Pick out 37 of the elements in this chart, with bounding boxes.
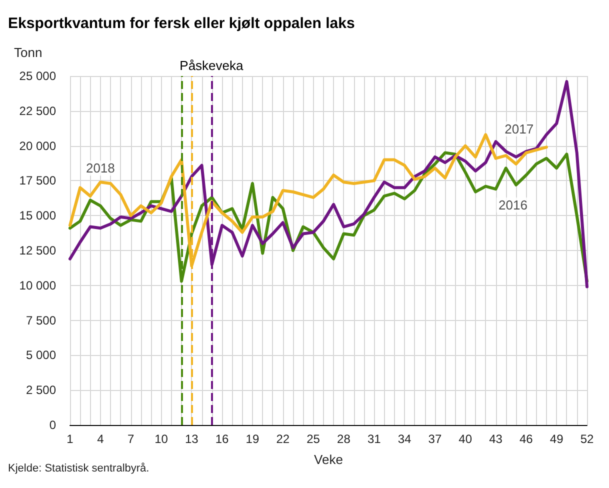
x-tick-label: 13	[184, 432, 199, 446]
chart-title: Eksportkvantum for fersk eller kjølt oppalen laks	[8, 15, 355, 32]
x-tick-label: 37	[428, 432, 442, 446]
x-tick-label: 46	[519, 432, 534, 446]
y-tick-label: 20 000	[19, 138, 56, 153]
x-tick-label: 49	[550, 432, 564, 446]
x-tick-label: 25	[306, 432, 320, 446]
x-tick-label: 40	[458, 432, 472, 446]
x-tick-label: 1	[66, 432, 74, 446]
x-tick-label: 34	[398, 432, 412, 446]
y-tick-label: 22 500	[19, 104, 56, 118]
x-tick-label: 28	[337, 432, 351, 446]
x-tick-label: 43	[489, 432, 503, 446]
y-tick-label: 2 500	[26, 383, 56, 398]
y-axis-title: Tonn	[14, 45, 42, 60]
y-tick-label: 7 500	[26, 313, 56, 328]
ref-line-label: Påskeveka	[180, 58, 244, 73]
annotation: 2016	[498, 198, 528, 213]
annotation: 2017	[504, 122, 534, 137]
y-tick-label: 0	[49, 418, 56, 432]
x-tick-label: 31	[367, 432, 382, 446]
x-tick-label: 10	[154, 432, 168, 446]
x-tick-label: 22	[276, 432, 290, 446]
x-tick-label: 19	[246, 432, 260, 446]
y-tick-label: 5 000	[26, 348, 56, 362]
x-tick-label: 16	[215, 432, 230, 446]
y-tick-label: 17 500	[19, 174, 56, 188]
x-tick-label: 7	[127, 432, 134, 446]
x-tick-label: 52	[580, 432, 594, 446]
y-tick-label: 15 000	[19, 208, 56, 223]
y-tick-label: 12 500	[19, 244, 56, 258]
text: Kjelde: Statistisk sentralbyrå.	[8, 462, 150, 474]
annotation: 2018	[86, 160, 115, 176]
x-tick-label: 4	[97, 432, 104, 446]
y-tick-label: 25 000	[19, 69, 56, 83]
x-axis-title: Veke	[314, 452, 343, 467]
y-tick-label: 10 000	[19, 278, 56, 292]
